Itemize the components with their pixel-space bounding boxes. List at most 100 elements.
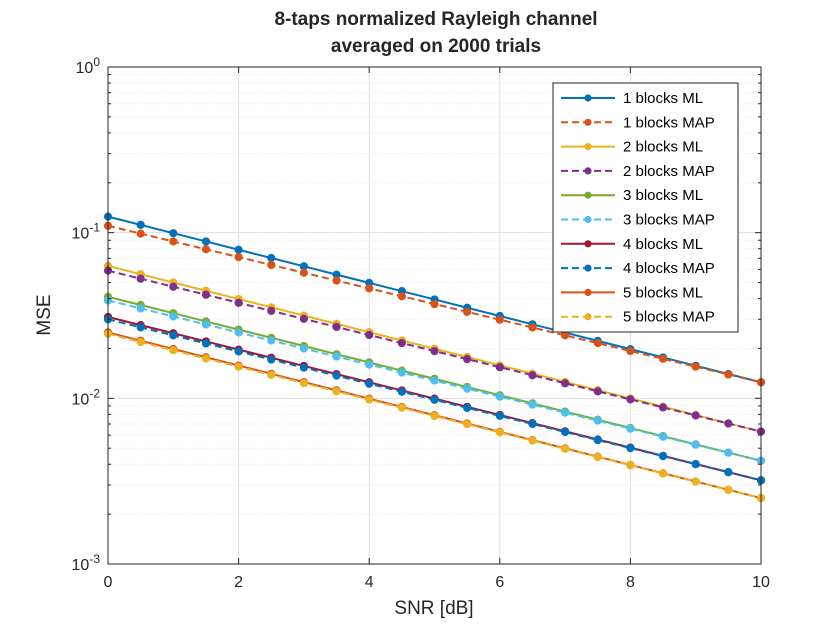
- data-point: [724, 485, 733, 494]
- data-point: [136, 274, 145, 283]
- data-point: [169, 331, 178, 340]
- data-point: [593, 387, 602, 396]
- data-point: [528, 400, 537, 409]
- data-point: [724, 419, 733, 428]
- data-point: [430, 376, 439, 385]
- legend-label: 1 blocks ML: [623, 90, 703, 107]
- data-point: [201, 245, 211, 254]
- data-point: [234, 362, 243, 371]
- data-point: [234, 298, 243, 307]
- legend-entry: 4 blocks ML: [561, 236, 703, 253]
- data-point: [201, 320, 211, 329]
- legend-label: 2 blocks ML: [623, 139, 703, 156]
- data-point: [234, 347, 243, 356]
- data-point: [169, 229, 178, 238]
- data-point: [430, 395, 439, 404]
- data-point: [658, 403, 668, 412]
- data-point: [201, 237, 211, 246]
- data-point: [724, 448, 733, 457]
- legend-label: 4 blocks ML: [623, 236, 703, 253]
- y-tick-label: 10-1: [72, 221, 101, 243]
- legend-label: 5 blocks ML: [623, 284, 703, 301]
- data-point: [397, 368, 406, 377]
- data-point: [626, 444, 635, 453]
- data-point: [658, 469, 668, 478]
- legend-marker: [584, 313, 592, 321]
- data-point: [267, 336, 276, 345]
- data-point: [299, 379, 308, 388]
- data-point: [267, 253, 276, 263]
- data-point: [267, 355, 276, 364]
- legend-label: 1 blocks MAP: [623, 114, 715, 131]
- data-point: [332, 322, 341, 332]
- legend-marker: [584, 191, 592, 199]
- legend-entry: 1 blocks MAP: [561, 114, 715, 131]
- data-point: [463, 420, 472, 429]
- data-point: [397, 403, 406, 412]
- x-tick-label: 8: [626, 574, 635, 591]
- x-tick-label: 2: [234, 574, 243, 591]
- data-point: [136, 229, 145, 238]
- data-point: [169, 312, 178, 321]
- data-point: [365, 360, 374, 369]
- data-point: [397, 338, 406, 348]
- plot-border: [107, 66, 762, 565]
- legend-label: 4 blocks MAP: [623, 260, 715, 277]
- data-point: [201, 339, 211, 348]
- data-point: [169, 282, 178, 291]
- data-point: [691, 440, 700, 449]
- data-point: [593, 452, 602, 462]
- series-10: [103, 329, 766, 503]
- legend-marker: [584, 240, 592, 248]
- data-point: [561, 427, 570, 437]
- data-point: [528, 323, 537, 332]
- data-point: [658, 432, 668, 441]
- series-8: [103, 315, 766, 485]
- data-point: [299, 344, 308, 353]
- legend-entry: 3 blocks MAP: [561, 212, 715, 229]
- data-point: [136, 323, 145, 332]
- data-point: [593, 416, 602, 425]
- data-point: [136, 337, 145, 347]
- series-2: [103, 221, 766, 387]
- data-point: [332, 352, 341, 361]
- data-point: [463, 403, 472, 412]
- legend: 1 blocks ML 1 blocks MAP 2 blocks ML 2 bloc…: [552, 82, 739, 333]
- data-point: [267, 306, 276, 315]
- data-point: [561, 379, 570, 388]
- data-point: [299, 268, 308, 277]
- x-tick-label: 0: [104, 574, 113, 591]
- x-tick-label: 4: [365, 574, 374, 591]
- data-point: [397, 292, 406, 301]
- data-point: [495, 428, 504, 437]
- x-tick-label: 10: [752, 574, 770, 591]
- data-point: [724, 468, 733, 477]
- y-tick-label: 100: [76, 55, 101, 77]
- data-point: [365, 379, 374, 388]
- data-point: [463, 355, 472, 364]
- data-point: [136, 220, 145, 229]
- data-point: [691, 411, 700, 420]
- data-point: [528, 419, 537, 429]
- data-point: [495, 392, 504, 401]
- legend-entry: 2 blocks ML: [561, 139, 703, 156]
- legend-marker: [584, 143, 592, 151]
- data-point: [561, 331, 570, 340]
- legend-entry: 5 blocks ML: [561, 284, 703, 301]
- data-point: [365, 395, 374, 404]
- data-point: [365, 284, 374, 293]
- x-tick-label: 6: [495, 574, 504, 591]
- data-point: [724, 370, 733, 379]
- legend-entry: 1 blocks ML: [561, 90, 703, 107]
- legend-marker: [584, 167, 592, 175]
- data-point: [430, 411, 439, 421]
- data-point: [332, 371, 341, 380]
- data-point: [626, 395, 635, 404]
- data-point: [528, 371, 537, 380]
- data-point: [463, 384, 472, 393]
- data-point: [332, 387, 341, 396]
- tick-marks: [107, 67, 762, 565]
- data-point: [593, 339, 602, 348]
- legend-marker: [584, 118, 592, 126]
- data-point: [463, 307, 472, 316]
